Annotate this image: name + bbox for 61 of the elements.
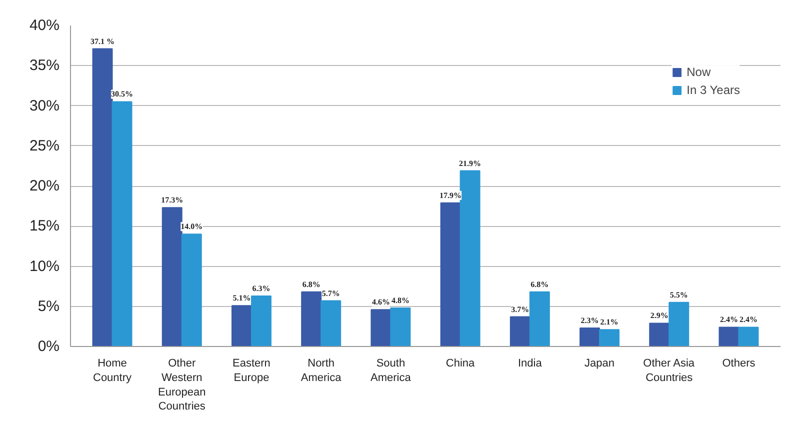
data-label: 37.1 %	[90, 36, 115, 46]
y-tick-label: 30%	[29, 97, 60, 114]
y-tick-label: 10%	[29, 258, 60, 275]
y-tick-label: 5%	[38, 298, 60, 315]
data-label: 14.0%	[180, 222, 203, 232]
data-label: 21.9%	[459, 158, 482, 168]
x-tick-label: Eastern Europe	[232, 358, 270, 384]
y-tick-label: 35%	[29, 57, 60, 74]
x-tick-label: South America	[370, 358, 412, 384]
data-label: 2.9%	[650, 311, 668, 320]
data-label: 6.8%	[530, 280, 549, 289]
bar	[460, 170, 480, 346]
bar	[718, 326, 740, 346]
bar	[231, 305, 252, 346]
legend-label: In 3 Years	[686, 83, 740, 97]
bar	[181, 234, 202, 346]
bar	[112, 101, 132, 346]
x-tick-label: Home Country	[93, 358, 132, 384]
y-tick-label: 15%	[29, 218, 60, 235]
bar	[370, 309, 392, 346]
data-label: 4.6%	[372, 298, 390, 307]
bar	[510, 316, 530, 346]
x-tick-label: Others	[722, 358, 756, 370]
y-tick-label: 25%	[29, 137, 60, 154]
x-tick-label: India	[518, 358, 543, 370]
bar	[390, 307, 411, 346]
data-label: 30.5%	[111, 90, 134, 99]
x-tick-label: North America	[300, 358, 342, 384]
x-tick-label: Other Asia Countries	[643, 358, 696, 384]
legend-label: Now	[686, 65, 711, 79]
bar	[668, 302, 690, 346]
y-tick-label: 0%	[38, 338, 60, 355]
data-label: 5.1%	[232, 294, 251, 303]
data-label: 2.4%	[720, 315, 738, 324]
bar	[92, 48, 113, 346]
data-label: 2.3%	[580, 316, 599, 326]
data-label: 6.8%	[302, 280, 320, 289]
data-label: 2.4%	[739, 315, 758, 324]
data-label: 4.8%	[391, 296, 410, 305]
bar	[599, 329, 620, 346]
data-label: 5.5%	[670, 290, 688, 300]
y-tick-label: 20%	[29, 178, 60, 194]
x-tick-label: China	[446, 358, 476, 370]
data-label: 17.9%	[440, 190, 462, 200]
data-label: 5.7%	[322, 288, 340, 298]
x-tick-label: Japan	[584, 358, 615, 370]
data-label: 6.3%	[252, 284, 270, 293]
bar	[301, 291, 322, 346]
bar	[580, 328, 600, 346]
data-label: 17.3%	[161, 196, 184, 205]
bar	[529, 291, 550, 346]
bar	[738, 326, 759, 346]
bar	[320, 300, 342, 346]
data-label: 2.1%	[600, 318, 618, 327]
bar	[250, 295, 272, 346]
bar	[649, 322, 670, 346]
data-label: 3.7%	[511, 304, 530, 314]
y-tick-label: 40%	[29, 17, 60, 34]
bar	[440, 202, 461, 346]
x-tick-label: Other Western European Countries	[158, 358, 206, 413]
bar	[162, 207, 182, 346]
